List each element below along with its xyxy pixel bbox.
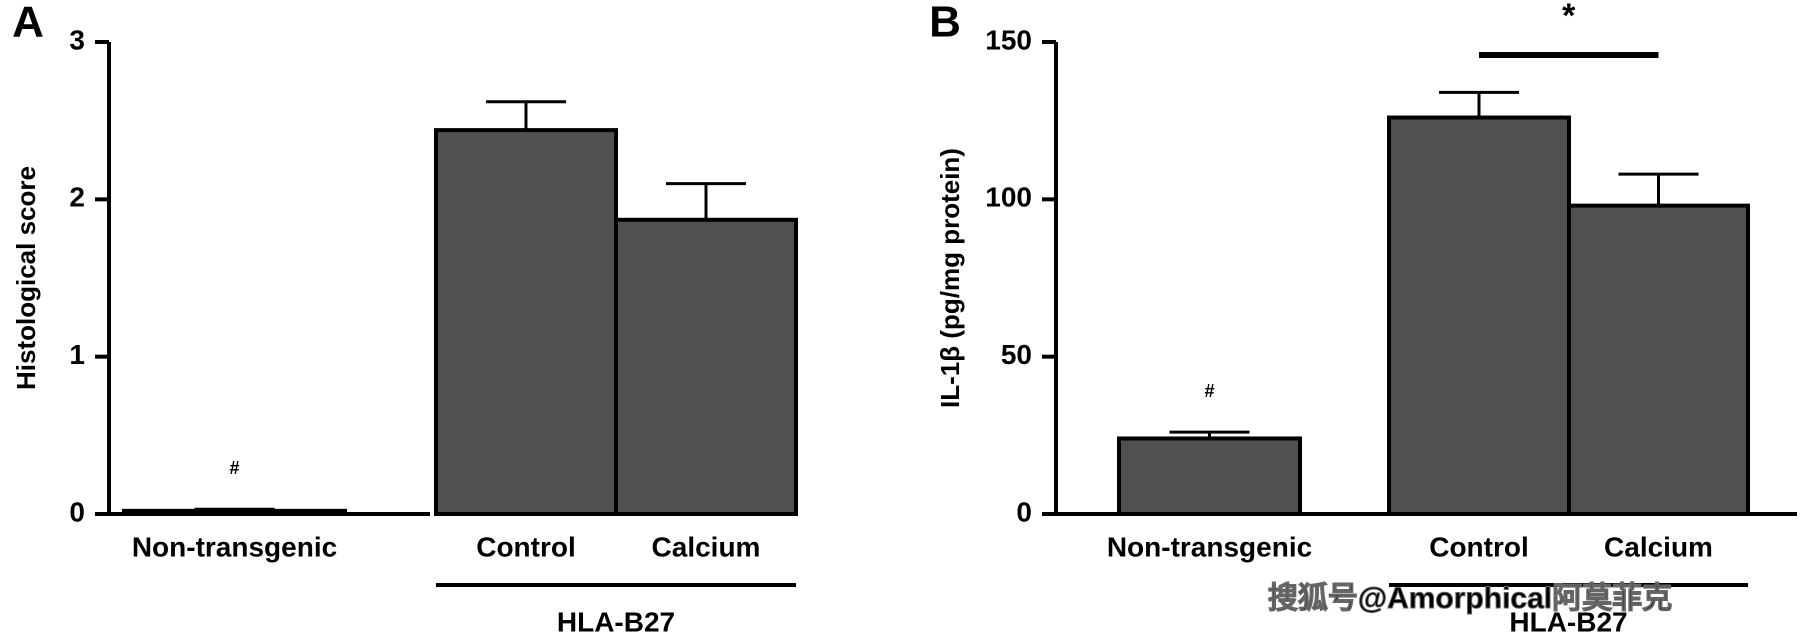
y-tick-label: 150 (985, 24, 1032, 55)
bar (1567, 203, 1750, 516)
x-tick-label: Calcium (652, 531, 761, 562)
y-tick-label: 100 (985, 182, 1032, 213)
group-label: HLA-B27 (1509, 606, 1627, 637)
significance-label: * (1562, 0, 1576, 35)
y-tick-label: 1 (69, 339, 85, 370)
x-tick-label: Non-transgenic (1107, 531, 1312, 562)
panel-letter: B (929, 0, 961, 47)
y-tick-label: 50 (1001, 339, 1032, 370)
y-tick-label: 2 (69, 182, 85, 213)
x-tick-label: Calcium (1604, 531, 1713, 562)
panel-letter: A (12, 0, 44, 47)
x-tick-label: Control (476, 531, 576, 562)
bar (1387, 115, 1571, 517)
y-axis-label: Histological score (11, 166, 41, 390)
y-axis-label: IL-1β (pg/mg protein) (935, 148, 965, 408)
y-tick-label: 0 (69, 496, 85, 527)
annotation: # (229, 458, 239, 478)
bar (434, 128, 618, 517)
y-tick-label: 0 (1016, 496, 1032, 527)
bar (614, 217, 798, 517)
x-tick-label: Control (1429, 531, 1529, 562)
annotation: # (1204, 381, 1214, 401)
group-label: HLA-B27 (557, 606, 675, 637)
x-tick-label: Non-transgenic (132, 531, 337, 562)
y-tick-label: 3 (69, 24, 85, 55)
bar (1117, 436, 1302, 517)
watermark: 搜狐号@Amorphical阿莫菲克 (1268, 582, 1672, 615)
